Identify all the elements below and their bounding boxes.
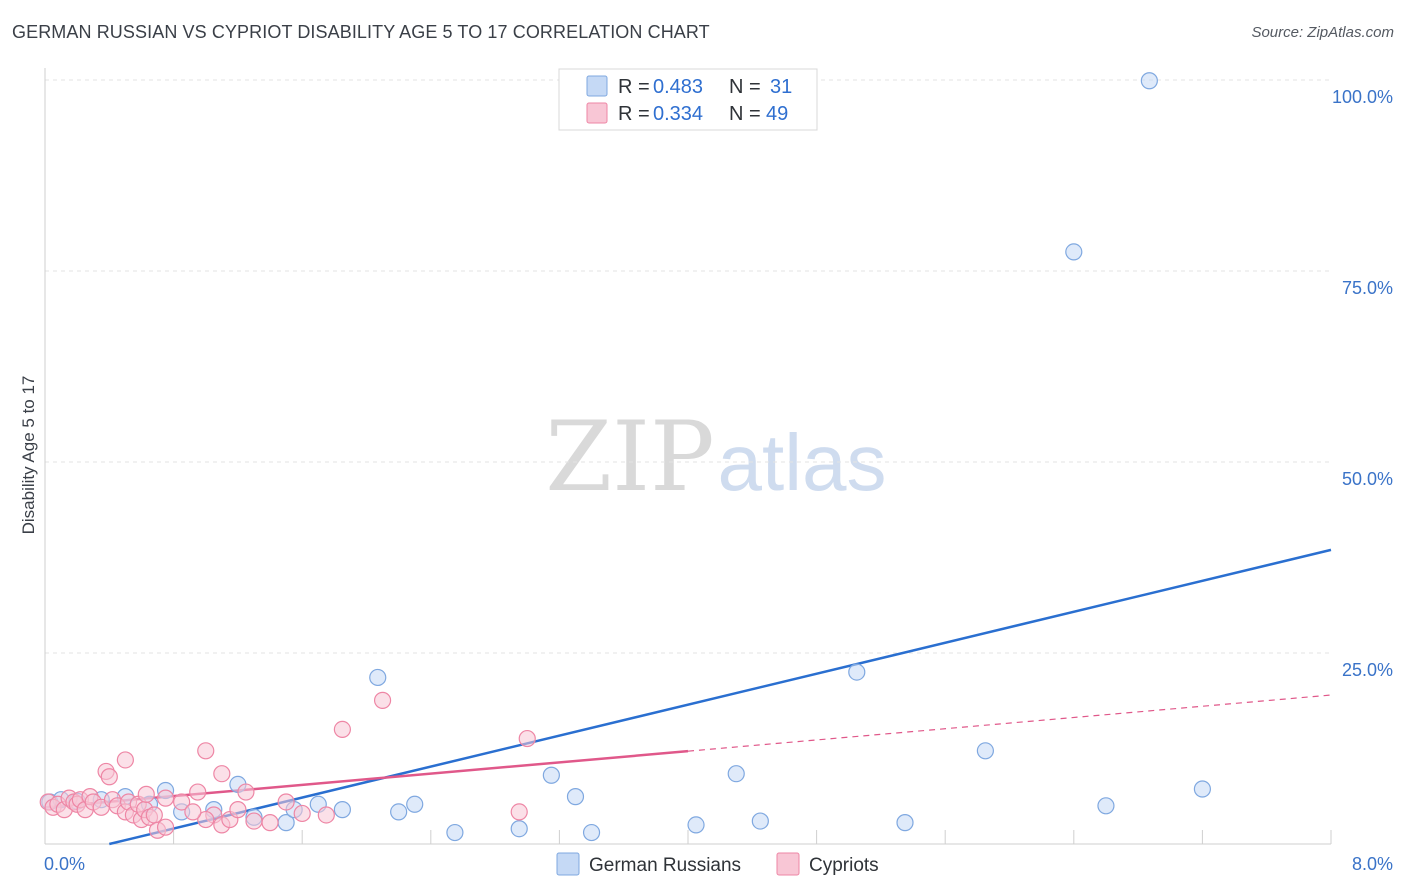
watermark-atlas: atlas (718, 418, 887, 507)
legend-r-value-2: 0.334 (653, 103, 703, 125)
x-tick-label-0: 0.0% (44, 854, 85, 874)
point-cypriots-25 (156, 818, 175, 836)
point-german-russians-22 (582, 823, 601, 842)
point-cypriots-42 (373, 691, 392, 709)
point-german-russians-23 (687, 816, 705, 834)
trend-german-russians (109, 548, 1332, 846)
point-german-russians-30 (1193, 780, 1212, 798)
series-swatch-cypriots (776, 852, 800, 876)
legend-r-value-1: 0.483 (653, 76, 703, 98)
y-tick-label-0: 25.0% (1342, 660, 1393, 680)
point-cypriots-26 (116, 751, 134, 769)
point-german-russians-15 (369, 668, 387, 687)
point-german-russians-32 (1140, 72, 1158, 90)
point-cypriots-35 (229, 801, 247, 819)
point-cypriots-38 (261, 814, 279, 832)
point-german-russians-14 (333, 801, 351, 819)
point-cypriots-28 (156, 789, 175, 807)
y-tick-label-3: 100.0% (1332, 87, 1393, 107)
point-cypriots-36 (237, 783, 255, 801)
x-tick-label-1: 8.0% (1352, 854, 1393, 874)
legend-swatch-cypriots (586, 102, 608, 124)
point-cypriots-23 (145, 806, 163, 824)
point-german-russians-26 (848, 663, 866, 681)
point-cypriots-30 (189, 783, 207, 801)
point-cypriots-13 (100, 768, 118, 786)
correlation-legend: R = 0.483 N = 31 R = 0.334 N = 49 (558, 68, 818, 131)
series-label-german-russians: German Russians (589, 855, 741, 876)
series-swatch-german-russians (556, 852, 580, 876)
series-legend: German Russians Cypriots (556, 852, 879, 876)
trend-cypriots-dashed (687, 694, 1332, 752)
y-tick-label-2: 75.0% (1342, 278, 1393, 298)
legend-swatch-german-russians (586, 75, 608, 97)
point-cypriots-27 (137, 785, 155, 803)
y-tick-label-1: 50.0% (1342, 469, 1393, 489)
legend-n-value-1: 31 (770, 76, 792, 98)
point-german-russians-29 (1065, 243, 1083, 261)
point-german-russians-16 (390, 803, 408, 821)
axes (44, 68, 1332, 845)
point-german-russians-17 (406, 795, 424, 813)
point-german-russians-28 (976, 742, 994, 760)
point-cypriots-29 (173, 793, 191, 811)
legend-n-label-1: N = (729, 76, 761, 98)
point-cypriots-41 (333, 720, 351, 739)
point-german-russians-24 (727, 765, 745, 783)
point-german-russians-31 (1097, 797, 1115, 815)
trend-lines (44, 548, 1332, 846)
point-cypriots-46 (317, 806, 335, 824)
point-cypriots-45 (184, 803, 202, 821)
tick-labels: 25.0% 50.0% 75.0% 100.0% 0.0% 8.0% (44, 87, 1393, 874)
chart-title: GERMAN RUSSIAN VS CYPRIOT DISABILITY AGE… (12, 22, 710, 42)
point-cypriots-31 (197, 742, 215, 760)
legend-n-label-2: N = (729, 103, 761, 125)
data-points (39, 72, 1212, 842)
y-axis-label: Disability Age 5 to 17 (19, 376, 38, 535)
point-german-russians-27 (896, 814, 914, 832)
point-cypriots-47 (518, 729, 536, 748)
legend-r-label-1: R = (618, 76, 650, 98)
point-german-russians-25 (751, 812, 769, 830)
point-german-russians-18 (446, 823, 464, 842)
point-german-russians-21 (566, 788, 585, 806)
point-cypriots-40 (293, 804, 311, 823)
point-cypriots-37 (245, 812, 263, 830)
gridlines (45, 79, 1331, 654)
point-cypriots-43 (197, 810, 215, 829)
point-cypriots-48 (510, 803, 528, 821)
point-german-russians-20 (542, 766, 560, 784)
legend-n-value-2: 49 (766, 103, 788, 125)
series-label-cypriots: Cypriots (809, 855, 879, 876)
legend-r-label-2: R = (618, 103, 650, 125)
watermark-zip: ZIP (545, 401, 714, 513)
point-cypriots-39 (277, 793, 295, 811)
source-label: Source: ZipAtlas.com (1251, 24, 1394, 41)
point-german-russians-19 (510, 820, 528, 838)
point-cypriots-44 (213, 765, 231, 783)
